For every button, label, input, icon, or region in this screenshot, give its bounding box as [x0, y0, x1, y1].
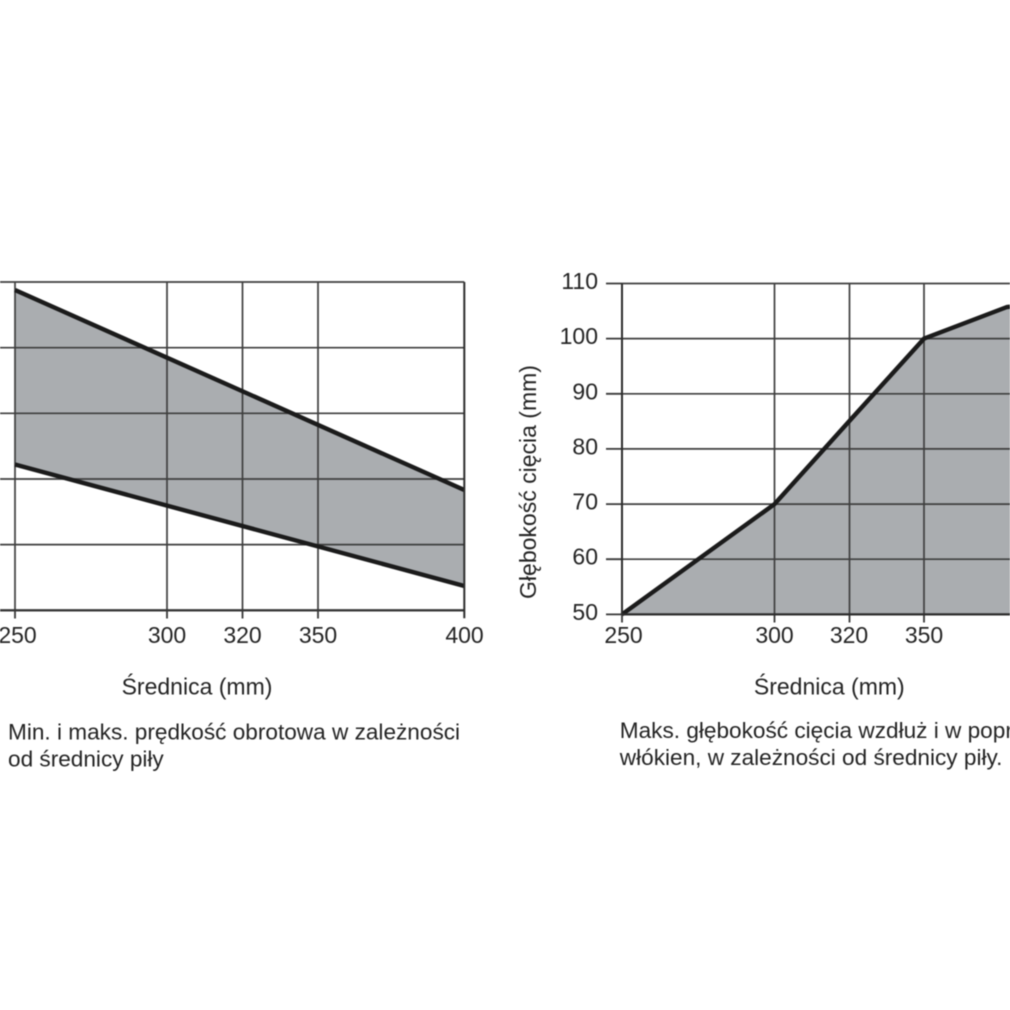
svg-text:włókien, w zależności od średn: włókien, w zależności od średnicy piły. [619, 745, 1003, 770]
svg-text:100: 100 [560, 323, 598, 349]
svg-text:320: 320 [830, 622, 868, 648]
svg-text:350: 350 [299, 622, 337, 648]
svg-text:50: 50 [572, 599, 598, 625]
svg-text:od średnicy piły: od średnicy piły [8, 747, 164, 772]
svg-text:320: 320 [223, 622, 261, 648]
svg-text:250: 250 [0, 622, 37, 648]
svg-text:350: 350 [905, 622, 943, 648]
svg-text:90: 90 [572, 378, 598, 404]
svg-text:Min. i maks. prędkość obrotowa: Min. i maks. prędkość obrotowa w zależno… [8, 719, 460, 744]
svg-text:250: 250 [604, 622, 642, 648]
svg-text:80: 80 [572, 433, 598, 459]
svg-text:60: 60 [572, 544, 598, 570]
svg-text:70: 70 [572, 489, 598, 515]
svg-text:110: 110 [561, 268, 598, 294]
svg-text:Średnica (mm): Średnica (mm) [754, 673, 905, 700]
svg-text:Głębokość cięcia (mm): Głębokość cięcia (mm) [515, 365, 541, 599]
svg-text:Maks. głębokość cięcia wzdłuż: Maks. głębokość cięcia wzdłuż i w poprze… [620, 718, 1010, 743]
svg-text:400: 400 [445, 622, 483, 648]
svg-text:300: 300 [148, 622, 186, 648]
svg-text:300: 300 [755, 622, 793, 648]
svg-text:Średnica (mm): Średnica (mm) [122, 673, 273, 700]
